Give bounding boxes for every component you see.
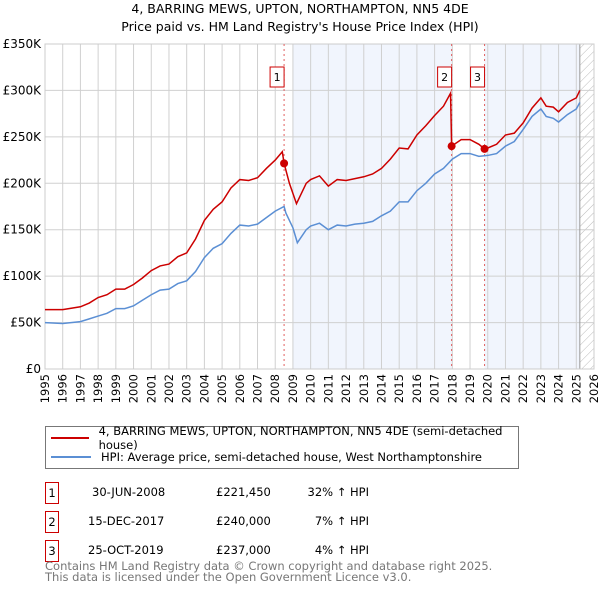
legend-label: HPI: Average price, semi-detached house,… [101,450,482,464]
x-tick-label: 2019 [463,374,477,403]
x-tick-label: 2008 [268,374,282,403]
x-tick-label: 2001 [144,374,158,403]
x-tick-label: 2009 [286,374,300,403]
sale-label-box [437,66,453,88]
x-tick-label: 2014 [374,374,388,403]
y-tick-label: £250K [3,130,43,144]
legend: 4, BARRING MEWS, UPTON, NORTHAMPTON, NN5… [45,424,519,469]
sale-price: £240,000 [216,514,271,528]
x-tick-label: 2020 [481,374,495,403]
sale-label-box [269,66,285,88]
chart-title: 4, BARRING MEWS, UPTON, NORTHAMPTON, NN5… [131,1,469,16]
x-tick-label: 2018 [445,374,459,403]
x-tick-label: 2006 [233,374,247,403]
sale-number: 1 [45,482,59,504]
x-tick-label: 2010 [304,374,318,403]
x-tick-label: 2016 [410,374,424,403]
footer-licence: This data is licensed under the Open Gov… [45,570,412,584]
x-tick-label: 2000 [127,374,141,403]
x-tick-label: 2015 [392,374,406,403]
y-tick-label: £100K [3,269,43,283]
x-tick-label: 2024 [552,374,566,403]
sale-label: 3 [474,71,481,84]
x-tick-label: 2025 [569,374,583,403]
x-tick-label: 2021 [498,374,512,403]
sale-label-box [470,66,486,88]
x-tick-label: 2022 [516,374,530,403]
property-price-line [45,90,581,311]
sale-hpi-diff: 7% ↑ HPI [314,514,369,528]
x-tick-label: 2017 [428,374,442,403]
x-tick-label: 1997 [73,374,87,403]
legend-item-hpi: HPI: Average price, semi-detached house,… [51,449,482,465]
x-tick-label: 1998 [91,374,105,403]
sale-date: 15-DEC-2017 [88,514,165,528]
y-tick-label: £50K [10,316,42,330]
hpi-line [44,102,581,325]
sale-price: £221,450 [216,485,271,499]
x-tick-label: 2003 [180,374,194,403]
x-tick-label: 2002 [162,374,176,403]
sale-price: £237,000 [216,543,271,557]
x-tick-label: 1995 [38,374,52,403]
sale-point [480,144,489,153]
legend-label: 4, BARRING MEWS, UPTON, NORTHAMPTON, NN5… [98,424,503,452]
x-tick-label: 2005 [215,374,229,403]
sale-date: 30-JUN-2008 [92,485,166,499]
x-tick-label: 2013 [357,374,371,403]
y-tick-label: £200K [3,176,43,190]
shaded-range [484,44,580,369]
y-tick-label: £0 [26,362,41,376]
x-tick-label: 1999 [109,374,123,403]
sale-label: 2 [441,71,448,84]
y-tick-label: £300K [3,83,43,97]
chart-subtitle: Price paid vs. HM Land Registry's House … [121,19,479,34]
x-tick-label: 2026 [587,374,600,403]
x-tick-label: 2004 [197,374,211,403]
legend-swatch-red [51,437,89,439]
x-tick-label: 1996 [56,374,70,403]
sale-number: 3 [45,540,59,562]
x-tick-label: 2023 [534,374,548,403]
sale-date: 25-OCT-2019 [88,543,164,557]
y-tick-label: £350K [3,37,43,51]
sale-number: 2 [45,511,59,533]
forecast-hatch [579,44,594,369]
sale-point [280,159,289,168]
price-chart: 1995 1996 1997 1998 1999 2000 2001 2002 2003 2004… [3,37,600,403]
plot-frame [44,43,595,370]
sale-hpi-diff: 4% ↑ HPI [314,543,369,557]
shaded-range [292,44,452,369]
x-tick-label: 2012 [339,374,353,403]
x-tick-label: 2007 [251,374,265,403]
x-tick-label: 2011 [321,374,335,403]
footer-copyright: Contains HM Land Registry data © Crown c… [45,559,493,573]
sale-point [447,142,456,151]
sale-hpi-diff: 32% ↑ HPI [307,485,369,499]
sale-label: 1 [274,71,281,84]
legend-swatch-blue [51,456,91,458]
legend-item-property: 4, BARRING MEWS, UPTON, NORTHAMPTON, NN5… [51,424,518,452]
y-tick-label: £150K [3,223,43,237]
